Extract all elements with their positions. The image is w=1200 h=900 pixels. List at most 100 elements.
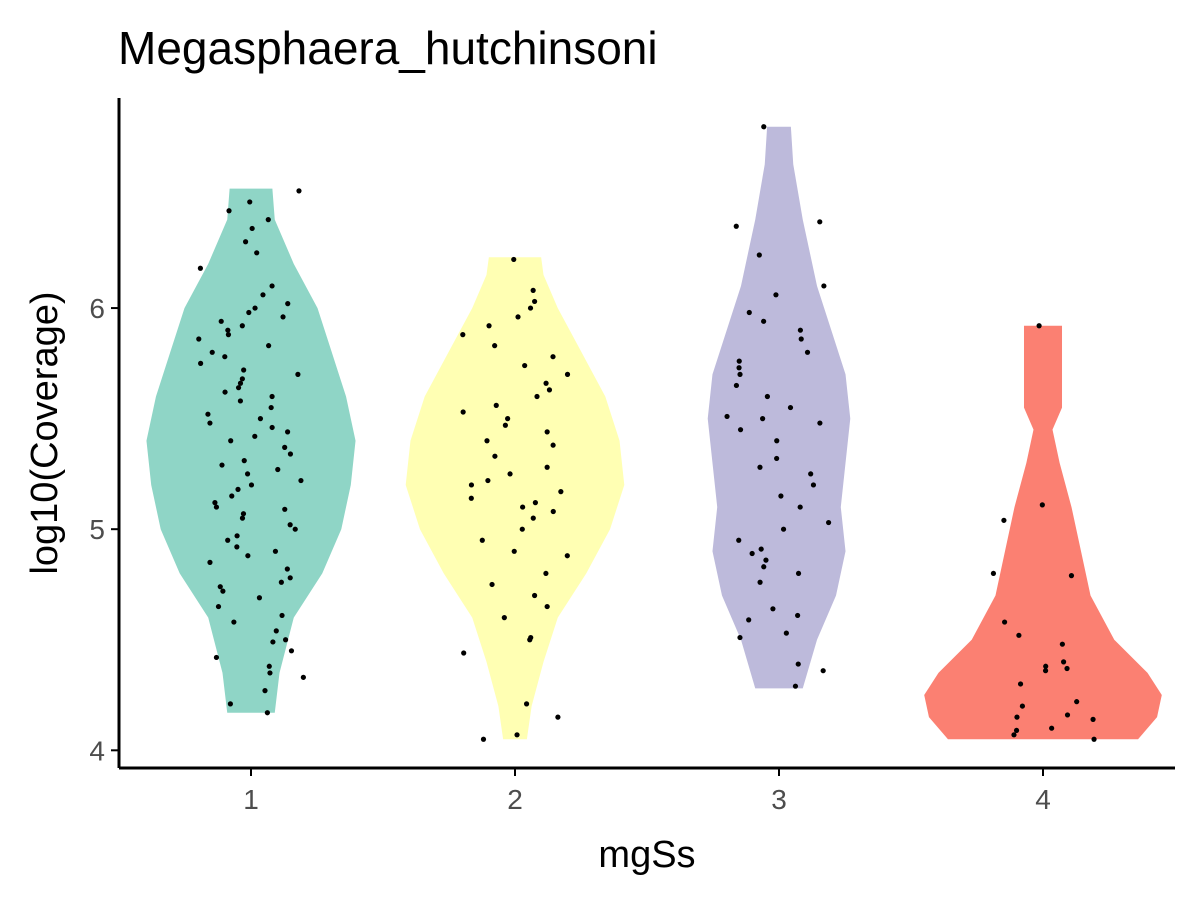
- data-point: [287, 575, 293, 581]
- data-point: [505, 416, 511, 422]
- data-point: [1014, 714, 1020, 720]
- data-point: [282, 444, 288, 450]
- data-point: [220, 588, 226, 594]
- data-point: [222, 389, 228, 395]
- data-point: [209, 349, 215, 355]
- data-point: [737, 634, 743, 641]
- data-point: [804, 349, 811, 355]
- x-tick-label: 2: [507, 784, 523, 815]
- y-tick-label: 6: [89, 293, 105, 324]
- data-point: [550, 442, 556, 448]
- data-point: [292, 526, 298, 532]
- x-tick-label: 3: [771, 784, 787, 815]
- violin-3: [707, 126, 851, 689]
- data-point: [241, 367, 247, 373]
- data-point: [244, 471, 251, 477]
- data-point: [550, 508, 556, 515]
- data-point: [797, 327, 803, 333]
- data-point: [724, 413, 730, 420]
- violin-2: [405, 257, 625, 740]
- data-point: [269, 393, 275, 400]
- data-point: [736, 358, 742, 364]
- data-point: [532, 298, 538, 305]
- data-point: [228, 438, 234, 444]
- data-point: [564, 553, 570, 559]
- data-point: [1074, 699, 1080, 705]
- data-point: [278, 579, 284, 585]
- data-point: [480, 736, 487, 742]
- data-point: [1061, 659, 1067, 665]
- data-point: [468, 495, 474, 501]
- data-point: [486, 323, 492, 329]
- data-point: [780, 526, 787, 532]
- data-point: [774, 455, 780, 462]
- data-point: [295, 371, 301, 377]
- data-point: [239, 323, 245, 329]
- data-point: [1039, 502, 1045, 508]
- data-point: [737, 427, 744, 433]
- data-point: [298, 477, 304, 484]
- data-point: [530, 287, 536, 293]
- data-point: [196, 336, 202, 342]
- data-point: [270, 639, 276, 645]
- data-point: [225, 537, 231, 543]
- x-axis-ticks: 1 2 3 4: [243, 768, 1051, 815]
- data-point: [237, 398, 243, 404]
- data-point: [1043, 663, 1049, 669]
- data-point: [773, 292, 779, 298]
- data-point: [778, 493, 784, 499]
- data-point: [758, 546, 764, 552]
- data-point: [222, 354, 228, 360]
- data-point: [522, 362, 528, 369]
- data-point: [266, 343, 272, 349]
- data-point: [280, 314, 286, 320]
- data-point: [761, 318, 767, 324]
- data-point: [252, 433, 258, 439]
- data-point: [262, 688, 268, 694]
- data-point: [249, 225, 255, 232]
- data-point: [246, 309, 252, 316]
- data-point: [227, 701, 233, 707]
- data-point: [252, 305, 258, 311]
- data-point: [1019, 703, 1026, 709]
- data-point: [1064, 712, 1071, 718]
- data-point: [245, 553, 251, 559]
- data-point: [484, 438, 490, 444]
- data-point: [511, 256, 517, 263]
- data-point: [757, 579, 763, 585]
- data-point: [502, 422, 508, 428]
- data-point: [219, 462, 225, 468]
- data-point: [242, 239, 249, 245]
- data-point: [273, 628, 279, 634]
- data-point: [212, 500, 218, 506]
- data-point: [275, 466, 281, 473]
- data-point: [260, 292, 266, 298]
- data-point: [239, 515, 246, 521]
- data-point: [213, 654, 220, 661]
- data-point: [239, 376, 245, 382]
- data-point: [272, 548, 279, 554]
- data-point: [269, 424, 275, 431]
- data-point: [265, 217, 271, 223]
- data-point: [269, 283, 275, 289]
- data-point: [527, 305, 534, 311]
- data-point: [761, 124, 767, 130]
- data-point: [1013, 727, 1020, 734]
- data-point: [235, 486, 241, 492]
- data-point: [257, 416, 264, 422]
- data-point: [808, 471, 814, 477]
- data-point: [197, 265, 203, 271]
- violin-layer: [146, 126, 1162, 740]
- data-point: [543, 380, 549, 386]
- data-point: [746, 309, 752, 316]
- point-layer: [196, 124, 1097, 742]
- data-point: [737, 371, 743, 377]
- data-point: [820, 668, 826, 674]
- data-point: [511, 548, 517, 554]
- data-point: [266, 663, 272, 669]
- data-point: [817, 420, 823, 426]
- data-point: [795, 612, 801, 619]
- data-point: [213, 504, 220, 510]
- data-point: [1064, 665, 1070, 672]
- data-point: [515, 314, 521, 320]
